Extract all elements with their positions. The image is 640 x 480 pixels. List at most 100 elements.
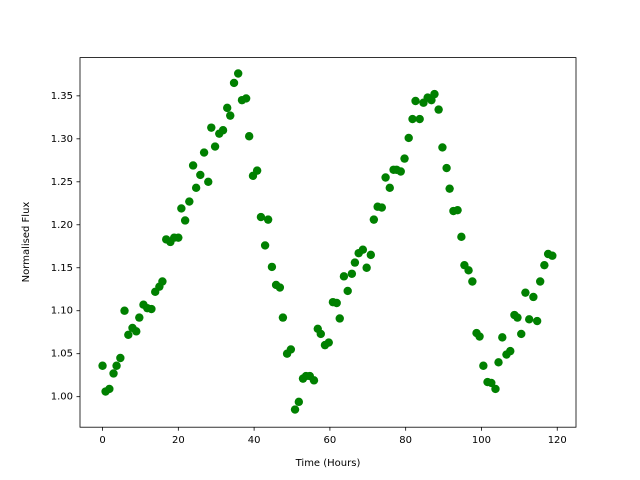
point — [535, 277, 545, 286]
point — [233, 69, 243, 78]
point — [366, 250, 376, 260]
x-tick-label: 80 — [399, 435, 412, 446]
point — [185, 197, 194, 206]
point — [275, 283, 285, 292]
point — [223, 103, 232, 113]
point — [174, 233, 183, 242]
point — [105, 384, 114, 394]
point — [226, 111, 235, 120]
point — [442, 163, 451, 173]
point — [124, 330, 133, 339]
point — [332, 298, 341, 308]
point — [498, 333, 507, 342]
point — [290, 405, 300, 414]
point — [408, 114, 417, 124]
x-tick-label: 100 — [472, 435, 491, 446]
point — [207, 123, 216, 132]
point — [453, 205, 462, 215]
point — [415, 114, 424, 124]
point — [487, 378, 496, 388]
point — [241, 94, 251, 103]
point — [517, 329, 526, 339]
point — [294, 397, 304, 407]
point — [112, 361, 121, 370]
point — [199, 148, 209, 157]
point — [540, 260, 549, 270]
point — [324, 338, 333, 347]
axes-frame — [79, 57, 577, 428]
y-tick-label: 1.05 — [51, 349, 73, 360]
point — [120, 306, 129, 315]
point — [457, 232, 466, 242]
x-tick-label: 120 — [548, 435, 567, 446]
point — [177, 204, 186, 213]
point — [132, 327, 141, 336]
point — [347, 269, 357, 278]
point — [445, 184, 454, 193]
x-tick-label: 20 — [172, 435, 185, 446]
point — [369, 215, 379, 224]
point — [464, 266, 473, 275]
point — [116, 353, 125, 363]
point — [244, 132, 254, 141]
point — [316, 329, 326, 339]
point — [147, 304, 156, 314]
point — [400, 154, 409, 163]
point — [260, 241, 270, 250]
point — [263, 215, 273, 224]
point — [350, 258, 360, 267]
y-tick-label: 1.10 — [51, 306, 73, 317]
point — [309, 376, 319, 385]
point — [286, 345, 296, 354]
y-tick-label: 1.15 — [51, 263, 73, 274]
point — [438, 143, 447, 152]
point — [396, 167, 405, 176]
x-tick-label: 0 — [99, 435, 105, 446]
point — [158, 277, 167, 286]
y-tick-label: 1.00 — [51, 392, 73, 403]
y-tick-label: 1.20 — [51, 220, 73, 231]
point — [343, 286, 352, 296]
point — [98, 361, 107, 370]
y-tick-label: 1.30 — [51, 134, 73, 145]
x-tick-label: 40 — [248, 435, 261, 446]
point — [358, 245, 368, 254]
point — [278, 313, 288, 322]
point — [404, 133, 413, 143]
point — [513, 313, 522, 322]
x-tick-label: 60 — [324, 435, 337, 446]
x-axis-label: Time (Hours) — [295, 458, 361, 469]
point — [191, 183, 201, 193]
point — [479, 361, 488, 370]
point — [218, 126, 228, 135]
point — [362, 263, 371, 272]
point — [475, 332, 484, 341]
point — [377, 203, 387, 212]
point — [335, 314, 344, 323]
point — [252, 166, 262, 175]
point — [525, 315, 534, 324]
point — [135, 313, 144, 322]
point — [411, 96, 420, 106]
point — [229, 78, 239, 88]
point — [548, 251, 557, 260]
point — [339, 272, 349, 281]
point — [506, 346, 515, 356]
point — [468, 277, 477, 286]
point — [210, 142, 220, 151]
point — [180, 216, 190, 225]
point — [430, 89, 439, 99]
point — [196, 170, 205, 180]
point — [267, 262, 277, 272]
point — [521, 288, 530, 297]
point — [532, 316, 542, 326]
point — [494, 358, 503, 367]
point — [381, 173, 390, 182]
y-tick-label: 1.35 — [51, 91, 73, 102]
point — [385, 183, 394, 193]
point — [529, 292, 538, 302]
y-axis-label: Normalised Flux — [21, 202, 32, 283]
